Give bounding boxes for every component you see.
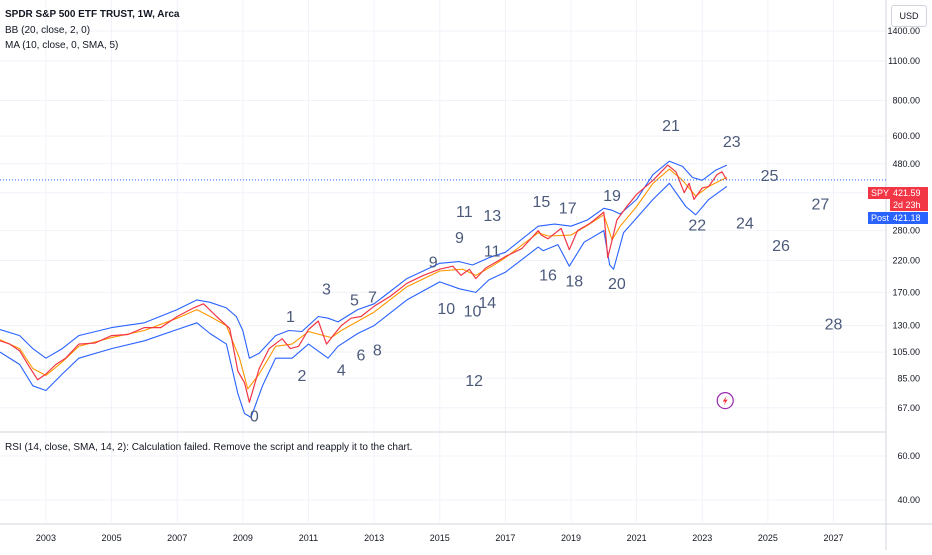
wave-label: 16 [539, 268, 557, 285]
wave-label: 9 [429, 254, 438, 271]
moving-average-legend[interactable]: MA (10, close, 0, SMA, 5) [5, 40, 119, 51]
x-tick-label: 2013 [364, 533, 384, 543]
bollinger-bands-legend[interactable]: BB (20, close, 2, 0) [5, 25, 91, 36]
wave-label: 17 [559, 200, 577, 217]
y-tick-label: 280.00 [892, 226, 920, 236]
wave-label: 7 [368, 289, 377, 306]
wave-label: 10 [464, 303, 482, 320]
wave-label: 24 [736, 215, 754, 232]
wave-label: 25 [761, 168, 779, 185]
lower-band-line [0, 182, 728, 418]
wave-label: 27 [811, 196, 829, 213]
symbol-price-tag: SPY [868, 187, 890, 199]
rsi-tick-label: 40.00 [897, 495, 920, 505]
wave-label: 1 [286, 309, 295, 326]
wave-label: 13 [483, 208, 501, 225]
x-tick-label: 2023 [692, 533, 712, 543]
wave-label: 6 [357, 348, 366, 365]
x-tick-label: 2019 [561, 533, 581, 543]
moving-average-line [0, 168, 728, 390]
y-tick-label: 85.00 [897, 373, 920, 383]
wave-label: 12 [465, 373, 483, 390]
x-tick-label: 2009 [233, 533, 253, 543]
y-tick-label: 1400.00 [887, 26, 920, 36]
y-tick-label: 480.00 [892, 159, 920, 169]
x-tick-label: 2021 [627, 533, 647, 543]
y-tick-label: 130.00 [892, 321, 920, 331]
wave-label: 21 [662, 118, 680, 135]
wave-label: 0 [250, 408, 259, 425]
upper-band-line [0, 160, 728, 359]
wave-label: 8 [373, 343, 382, 360]
wave-label: 11 [456, 204, 473, 221]
x-tick-label: 2015 [430, 533, 450, 543]
wave-label: 18 [565, 274, 583, 291]
rsi-error-message: RSI (14, close, SMA, 14, 2): Calculation… [5, 442, 413, 453]
wave-label: 19 [603, 188, 621, 205]
wave-label: 9 [455, 230, 464, 247]
wave-label: 23 [723, 134, 741, 151]
price-line [0, 164, 728, 403]
flash-glyph [722, 395, 728, 406]
wave-label: 22 [688, 218, 706, 235]
x-tick-label: 2007 [167, 533, 187, 543]
bar-countdown-label: 2d 23h [890, 199, 928, 211]
y-tick-label: 800.00 [892, 95, 920, 105]
wave-label: 11 [484, 244, 501, 261]
symbol-title[interactable]: SPDR S&P 500 ETF TRUST, 1W, Arca [5, 9, 180, 20]
post-market-price-label: 421.18 [890, 212, 928, 224]
y-tick-label: 67.00 [897, 403, 920, 413]
wave-label: 28 [825, 317, 843, 334]
wave-label: 14 [478, 295, 496, 312]
wave-label: 20 [608, 276, 626, 293]
x-tick-label: 2005 [102, 533, 122, 543]
post-market-tag: Post [868, 212, 890, 224]
wave-label: 5 [350, 292, 359, 309]
x-tick-label: 2011 [299, 533, 318, 543]
last-price-label: 421.59 [890, 187, 928, 199]
wave-label: 3 [322, 282, 331, 299]
y-tick-label: 600.00 [892, 131, 920, 141]
y-tick-label: 105.00 [892, 347, 920, 357]
y-tick-label: 170.00 [892, 287, 920, 297]
wave-label: 4 [337, 362, 346, 379]
wave-label: 15 [533, 194, 551, 211]
x-tick-label: 2025 [758, 533, 778, 543]
wave-label: 26 [772, 238, 790, 255]
x-tick-label: 2003 [36, 533, 56, 543]
y-tick-label: 220.00 [892, 255, 920, 265]
rsi-tick-label: 60.00 [897, 451, 920, 461]
currency-button[interactable]: USD [891, 5, 927, 27]
x-tick-label: 2017 [495, 533, 515, 543]
wave-label: 10 [437, 301, 455, 318]
wave-label: 2 [297, 368, 306, 385]
x-tick-label: 2027 [823, 533, 843, 543]
y-tick-label: 1100.00 [888, 56, 920, 66]
